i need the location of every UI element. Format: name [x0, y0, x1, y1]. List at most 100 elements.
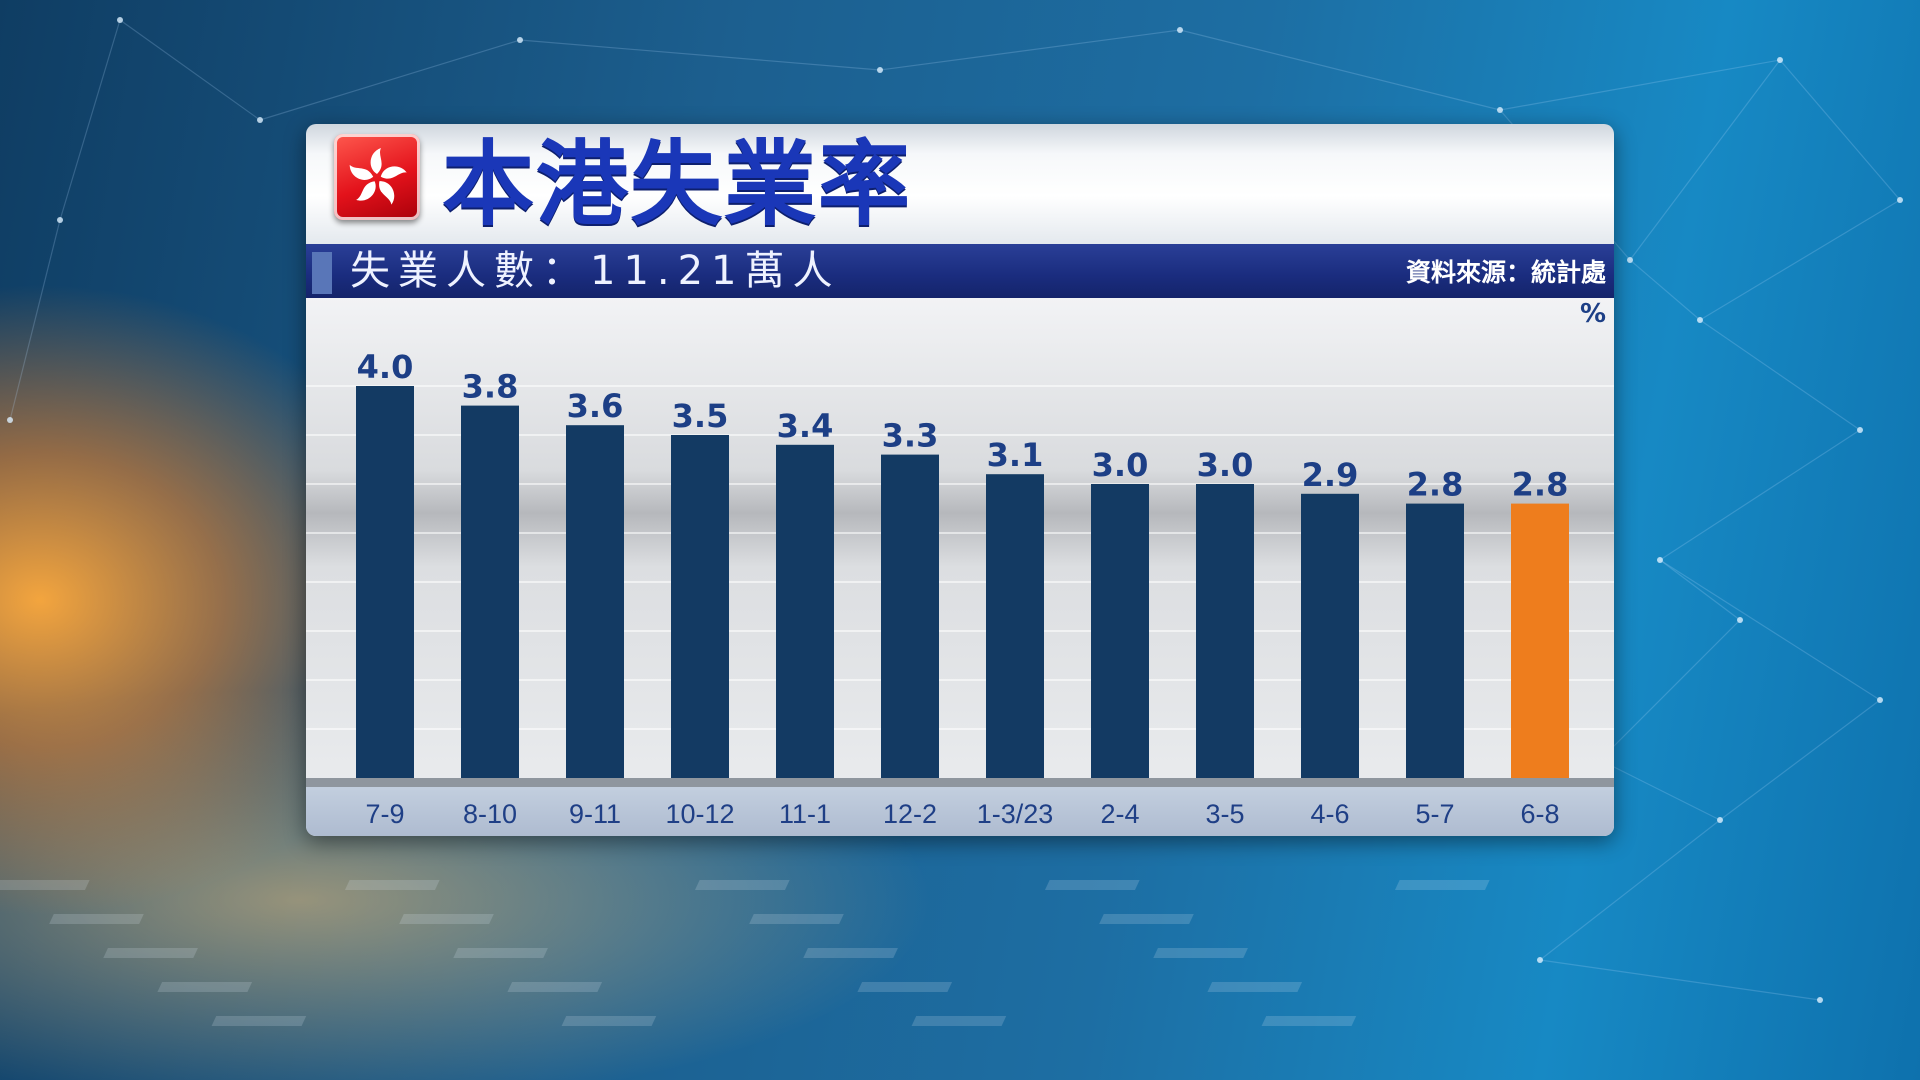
- floor-streak: [103, 948, 198, 958]
- network-node: [57, 217, 63, 223]
- category-tick-label: 4-6: [1310, 799, 1349, 829]
- data-label: 3.5: [672, 397, 729, 435]
- network-line: [1699, 199, 1901, 321]
- network-line: [1629, 259, 1701, 321]
- bar-7-9: [356, 386, 414, 778]
- bauhinia-icon: [349, 148, 407, 205]
- category-tick-label: 11-1: [779, 799, 831, 829]
- network-line: [519, 39, 881, 71]
- category-tick-label: 8-10: [463, 799, 517, 829]
- network-node: [1177, 27, 1183, 33]
- network-node: [1627, 257, 1633, 263]
- chart-title: 本港失業率: [442, 131, 913, 238]
- network-line: [1779, 59, 1901, 201]
- unit-label: %: [1580, 299, 1606, 329]
- floor-streak: [157, 982, 253, 992]
- subtitle-bar: 失業人數：11.21萬人 資料來源：統計處: [306, 244, 1614, 298]
- network-line: [1599, 619, 1741, 761]
- bar-chart: % 4.0 3.8 3.6 3.5 3.4 3.3 3.1 3.0 3.0 2.9 2.8 2.8 7…: [306, 298, 1614, 836]
- network-node: [257, 117, 263, 123]
- category-tick-label: 10-12: [665, 799, 734, 829]
- network-line: [1659, 429, 1861, 561]
- data-label: 4.0: [357, 348, 414, 386]
- floor-streak: [1394, 880, 1490, 890]
- bar-4-6: [1301, 493, 1359, 778]
- category-axis-band: [306, 786, 1614, 836]
- network-node: [1497, 107, 1503, 113]
- network-node: [1857, 427, 1863, 433]
- floor-streak: [803, 948, 898, 958]
- category-tick-label: 7-9: [365, 799, 404, 829]
- network-node: [1697, 317, 1703, 323]
- network-line: [9, 219, 61, 421]
- bar-12-2: [881, 454, 939, 778]
- bar-5-7: [1406, 503, 1464, 778]
- header-bar: 本港失業率: [306, 124, 1614, 244]
- bar-3-5: [1196, 484, 1254, 778]
- floor-streak: [0, 880, 90, 890]
- network-node: [1877, 697, 1883, 703]
- bar-6-8: [1511, 503, 1569, 778]
- floor-streak: [1044, 880, 1140, 890]
- floor-streak: [453, 948, 548, 958]
- floor-streak: [399, 914, 494, 924]
- network-node: [1717, 817, 1723, 823]
- network-node: [1777, 57, 1783, 63]
- category-tick-label: 1-3/23: [977, 799, 1054, 829]
- data-label: 2.8: [1512, 466, 1569, 504]
- floor-streak: [211, 1016, 307, 1026]
- bar-11-1: [776, 444, 834, 778]
- source-text: 資料來源：統計處: [1405, 258, 1606, 287]
- network-line: [1719, 699, 1881, 821]
- network-line: [1499, 59, 1781, 111]
- floor-streak: [749, 914, 844, 924]
- network-line: [59, 19, 121, 221]
- network-line: [1659, 559, 1741, 621]
- network-line: [1599, 759, 1721, 821]
- floor-streak: [911, 1016, 1007, 1026]
- floor-streak: [344, 880, 440, 890]
- network-line: [879, 29, 1181, 71]
- network-node: [117, 17, 123, 23]
- floor-streak: [1207, 982, 1303, 992]
- network-line: [1179, 29, 1501, 111]
- network-node: [1657, 557, 1663, 563]
- floor-streak: [1261, 1016, 1357, 1026]
- floor-streak: [507, 982, 603, 992]
- network-line: [1539, 959, 1821, 1001]
- data-label: 3.0: [1092, 446, 1149, 484]
- network-line: [1699, 319, 1861, 431]
- network-line: [1629, 59, 1781, 261]
- bar-2-4: [1091, 484, 1149, 778]
- floor-streak: [857, 982, 953, 992]
- floor-streak: [694, 880, 790, 890]
- network-node: [1537, 957, 1543, 963]
- subtitle-accent: [312, 252, 332, 294]
- hong-kong-flag-icon: [334, 134, 420, 220]
- network-line: [259, 39, 521, 121]
- network-node: [877, 67, 883, 73]
- network-line: [1659, 559, 1881, 701]
- bar-8-10: [461, 405, 519, 778]
- network-node: [517, 37, 523, 43]
- data-label: 2.8: [1407, 466, 1464, 504]
- network-line: [1539, 819, 1721, 961]
- bar-9-11: [566, 425, 624, 778]
- bar-10-12: [671, 435, 729, 778]
- data-label: 3.0: [1197, 446, 1254, 484]
- network-node: [1737, 617, 1743, 623]
- category-tick-label: 9-11: [569, 799, 621, 829]
- floor-streak: [1099, 914, 1194, 924]
- category-tick-label: 3-5: [1205, 799, 1244, 829]
- category-tick-label: 6-8: [1520, 799, 1559, 829]
- category-tick-label: 5-7: [1415, 799, 1454, 829]
- category-tick-label: 2-4: [1100, 799, 1139, 829]
- subtitle-text: 失業人數：11.21萬人: [350, 248, 841, 294]
- plot-background: [306, 298, 1614, 836]
- data-label: 2.9: [1302, 456, 1359, 494]
- network-node: [1897, 197, 1903, 203]
- network-node: [1817, 997, 1823, 1003]
- network-node: [7, 417, 13, 423]
- baseline: [306, 778, 1614, 787]
